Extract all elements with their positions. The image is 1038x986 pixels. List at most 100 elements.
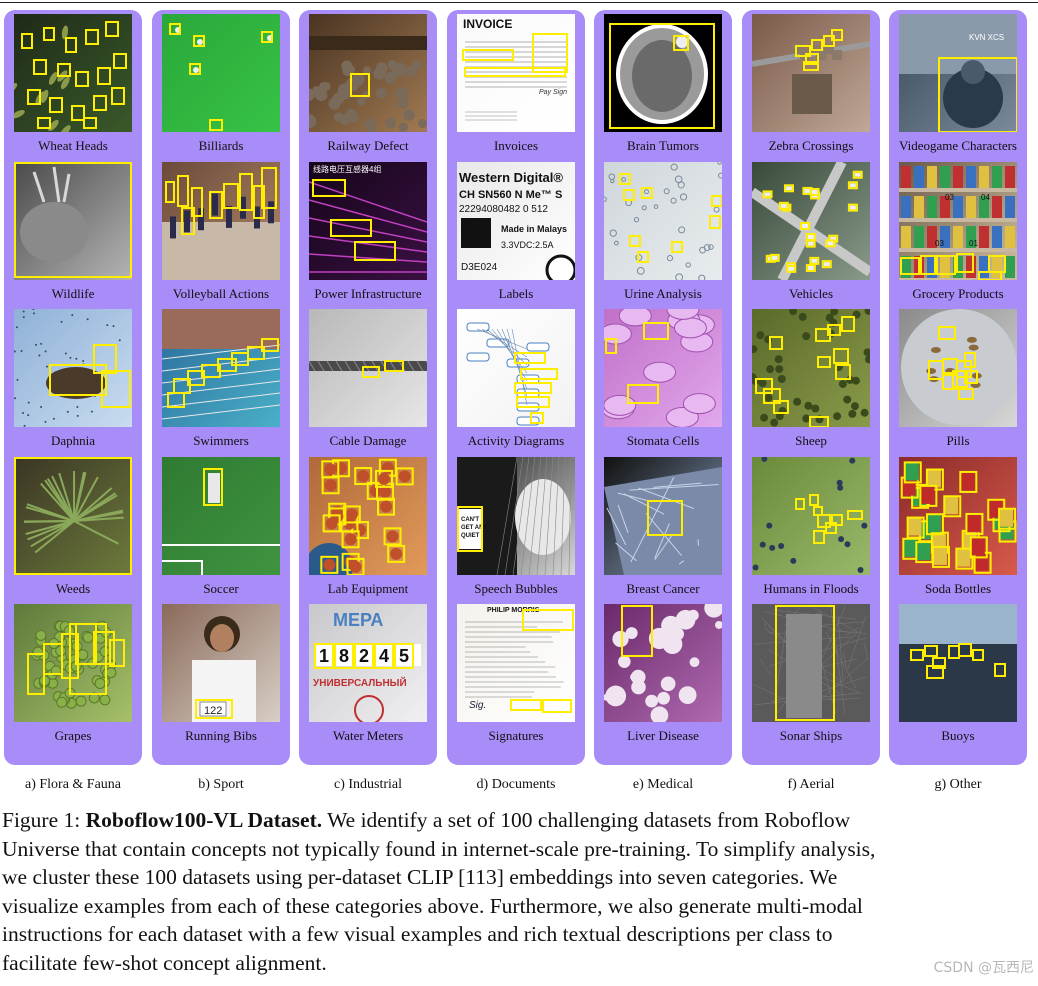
- breast-cancer-image: [604, 457, 722, 575]
- svg-text:Sig.: Sig.: [469, 700, 486, 711]
- category-label: g) Other: [934, 777, 982, 792]
- bbox: [627, 384, 659, 404]
- bbox: [261, 338, 279, 352]
- bbox: [805, 53, 819, 65]
- brain-scan-image: [604, 14, 722, 132]
- bbox: [109, 639, 125, 667]
- svg-text:3.3VDC:2.5A: 3.3VDC:2.5A: [501, 240, 554, 250]
- bbox: [93, 95, 107, 111]
- dataset-cell: KVN XCS Videogame Characters: [899, 14, 1017, 153]
- railway-image: [309, 14, 427, 132]
- dataset-cell: Sheep: [752, 309, 870, 448]
- bbox: [57, 63, 71, 77]
- bbox: [314, 643, 334, 669]
- wheat-heads-image: [14, 14, 132, 132]
- bbox: [239, 173, 253, 211]
- bbox: [71, 105, 85, 121]
- dataset-label: Volleyball Actions: [172, 286, 270, 301]
- bbox: [33, 59, 47, 75]
- bbox: [827, 324, 841, 336]
- bbox: [786, 264, 797, 273]
- svg-text:Western Digital®: Western Digital®: [459, 170, 563, 185]
- lab-image: [309, 457, 427, 575]
- dataset-cell: Daphnia: [14, 309, 132, 448]
- bbox: [817, 514, 831, 528]
- dataset-cell: Cable Damage: [309, 309, 427, 448]
- dataset-label: Breast Cancer: [626, 581, 700, 596]
- bbox: [37, 117, 51, 129]
- bbox: [191, 187, 203, 217]
- dataset-label: Swimmers: [193, 433, 249, 448]
- caption-title: Roboflow100-VL Dataset.: [85, 808, 323, 832]
- bbox: [835, 364, 851, 380]
- category-label: d) Documents: [476, 777, 556, 792]
- caption-line-4: visualize examples from each of these ca…: [2, 893, 863, 918]
- bbox: [803, 61, 819, 71]
- dataset-cell: Soda Bottles: [899, 457, 1017, 596]
- category-panel: KVN XCS Videogame Characters 03 04 03 01 Groce…: [889, 10, 1027, 765]
- dataset-label: Sheep: [795, 433, 827, 448]
- dataset-label: Humans in Floods: [763, 581, 859, 596]
- bbox: [647, 500, 683, 536]
- bbox: [795, 45, 811, 57]
- dataset-cell: Humans in Floods: [752, 457, 870, 596]
- bbox: [955, 547, 974, 570]
- grocery-image: 03 04 03 01: [899, 162, 1017, 280]
- dataset-label: Sonar Ships: [779, 728, 843, 743]
- bbox: [643, 322, 669, 340]
- top-rule: [0, 2, 1038, 3]
- bbox: [193, 35, 205, 47]
- dataset-cell: Volleyball Actions: [162, 162, 280, 301]
- dataset-cell: Wildlife: [14, 162, 132, 301]
- svg-text:CAN'T: CAN'T: [461, 517, 479, 523]
- svg-text:CH SN560 N Me™ S: CH SN560 N Me™ S: [459, 189, 562, 201]
- soda-image: [899, 457, 1017, 575]
- dataset-cell: Vehicles: [752, 162, 870, 301]
- sonar-image: [752, 604, 870, 722]
- bbox: [69, 623, 107, 695]
- svg-text:GET ANY: GET ANY: [461, 525, 487, 531]
- water-meter-image: МЕРА 1 8 2 4 5 УНИВЕРСАЛЬНЫЙ: [309, 604, 427, 722]
- bbox: [711, 195, 722, 207]
- running-bibs-image: 122: [162, 604, 280, 722]
- dataset-label: Soccer: [203, 581, 239, 596]
- dataset-cell: Stomata Cells: [604, 309, 722, 448]
- dataset-label: Vehicles: [788, 286, 834, 301]
- bbox: [49, 364, 107, 396]
- bbox: [959, 470, 978, 493]
- bbox: [83, 117, 97, 129]
- bbox: [783, 184, 794, 193]
- caption-line-3: we cluster these 100 datasets using per-…: [2, 865, 838, 889]
- bbox: [825, 239, 836, 248]
- bbox: [387, 544, 406, 563]
- bbox: [542, 699, 572, 713]
- bbox: [641, 187, 653, 199]
- dataset-label: Signatures: [488, 728, 544, 743]
- bbox: [384, 360, 404, 372]
- dataset-cell: Activity Diagrams: [457, 309, 575, 448]
- bbox: [342, 505, 361, 524]
- svg-text:8: 8: [339, 646, 349, 666]
- speech-bubble-image: CAN'T GET ANY QUIET: [457, 457, 575, 575]
- bbox: [623, 189, 635, 201]
- dataset-cell: 122 Running Bibs: [162, 604, 280, 743]
- bbox: [530, 412, 544, 424]
- bbox: [629, 235, 641, 247]
- dataset-label: Zebra Crossings: [768, 138, 854, 153]
- bbox: [350, 73, 370, 97]
- bbox: [915, 541, 934, 564]
- dataset-label: Running Bibs: [185, 728, 257, 743]
- bbox: [27, 89, 41, 105]
- bbox: [841, 316, 855, 332]
- dataset-cell: 03 04 03 01 Grocery Products: [899, 162, 1017, 301]
- bbox: [21, 33, 33, 49]
- svg-text:2: 2: [359, 646, 369, 666]
- bbox: [462, 49, 514, 61]
- bbox: [936, 255, 956, 275]
- bbox: [831, 29, 843, 41]
- dataset-label: Speech Bubbles: [474, 581, 558, 596]
- svg-text:01: 01: [969, 239, 978, 248]
- zebra-crossing-image: [752, 14, 870, 132]
- caption-line-5: instructions for each dataset with a few…: [2, 922, 833, 946]
- volleyball-image: [162, 162, 280, 280]
